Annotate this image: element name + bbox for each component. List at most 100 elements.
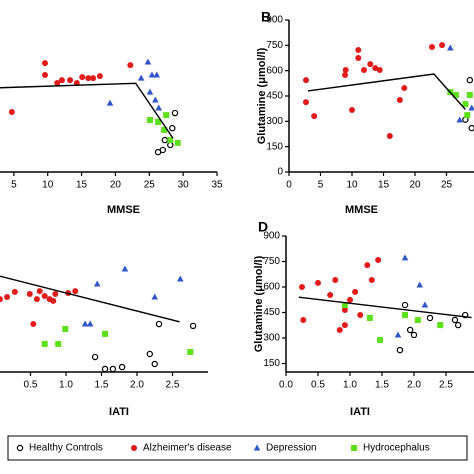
legend-label: Healthy Controls (29, 443, 103, 454)
data-point (8, 109, 15, 116)
data-point (327, 291, 334, 298)
x-tick-label: 0.0 (279, 380, 293, 391)
y-tick-label: 450 (263, 307, 280, 318)
data-point (0, 296, 3, 303)
data-point (85, 75, 92, 82)
data-point (144, 58, 152, 65)
x-axis-label: MMSE (107, 204, 140, 216)
data-point (11, 288, 18, 295)
data-point (167, 141, 174, 149)
x-tick-label: 0 (286, 180, 292, 191)
data-point (41, 340, 48, 347)
x-tick-label: 5 (318, 180, 324, 191)
data-point (73, 79, 80, 86)
legend-marker (131, 445, 137, 451)
data-point (416, 281, 424, 288)
data-point (355, 47, 362, 54)
data-point (161, 136, 169, 144)
x-tick-label: 25 (441, 180, 453, 191)
data-point (462, 101, 469, 108)
data-point (42, 60, 49, 67)
data-point (401, 254, 409, 261)
data-point (163, 112, 170, 119)
x-tick-label: 15 (76, 180, 88, 191)
data-point (159, 146, 167, 154)
data-point (368, 277, 375, 284)
data-point (58, 77, 65, 84)
data-point (367, 61, 374, 68)
x-tick-label: 20 (409, 180, 421, 191)
panel-label: D (258, 219, 268, 235)
x-tick-label: 1.5 (375, 380, 389, 391)
data-point (341, 306, 348, 313)
data-point (106, 99, 114, 106)
data-point (174, 139, 181, 146)
legend-marker (351, 445, 357, 451)
legend-label: Alzheimer's disease (143, 443, 232, 454)
data-point (155, 104, 163, 111)
data-point (161, 126, 168, 133)
y-tick-label: 750 (266, 40, 283, 51)
data-point (410, 331, 418, 339)
x-tick-label: 20 (110, 180, 122, 191)
x-tick-label: 35 (211, 180, 223, 191)
data-point (429, 44, 436, 51)
data-point (36, 288, 43, 295)
data-point (364, 262, 371, 269)
data-point (146, 116, 153, 123)
data-point (90, 75, 97, 82)
data-point (96, 73, 103, 80)
data-point (402, 312, 409, 319)
data-point (81, 320, 89, 327)
data-point (79, 74, 86, 81)
data-point (189, 322, 197, 330)
data-point (62, 325, 69, 332)
data-point (42, 72, 49, 79)
data-point (118, 363, 126, 371)
fit-line (298, 296, 472, 319)
y-tick-label: 600 (266, 65, 283, 76)
data-point (152, 96, 159, 103)
fit-line (0, 275, 180, 323)
data-point (342, 66, 349, 73)
data-point (146, 88, 154, 95)
data-point (454, 321, 462, 329)
y-tick-label: 750 (263, 256, 280, 267)
y-tick-label: 900 (266, 15, 283, 26)
legend-label: Hydrocephalus (363, 443, 430, 454)
y-tick-label: 150 (266, 141, 283, 152)
data-point (52, 290, 59, 297)
fit-line (0, 82, 174, 139)
fit-line (307, 73, 466, 110)
data-point (54, 79, 61, 86)
data-point (421, 301, 429, 308)
y-tick-label: 0 (277, 167, 283, 178)
data-point (102, 330, 109, 337)
data-point (50, 297, 57, 304)
x-tick-label: 5 (11, 180, 17, 191)
data-point (446, 44, 454, 51)
x-tick-label: 2.5 (439, 380, 453, 391)
x-tick-label: 1.0 (59, 380, 73, 391)
data-point (109, 365, 117, 373)
legend-box (7, 435, 468, 461)
data-point (451, 316, 459, 324)
y-tick-label: 900 (263, 231, 280, 242)
data-point (375, 256, 382, 263)
x-tick-label: 0.5 (24, 380, 38, 391)
data-point (146, 350, 153, 358)
data-point (456, 116, 464, 123)
data-point (437, 322, 444, 329)
data-point (303, 99, 310, 106)
data-point (342, 72, 349, 79)
data-point (30, 321, 37, 328)
y-tick-label: 150 (263, 358, 280, 369)
data-point (357, 312, 364, 319)
data-point (355, 55, 362, 61)
data-point (341, 322, 348, 329)
x-tick-label: 2.0 (130, 380, 144, 391)
data-point (386, 133, 393, 140)
data-point (155, 320, 163, 328)
data-point (300, 316, 307, 323)
x-tick-label: 2.5 (166, 380, 180, 391)
